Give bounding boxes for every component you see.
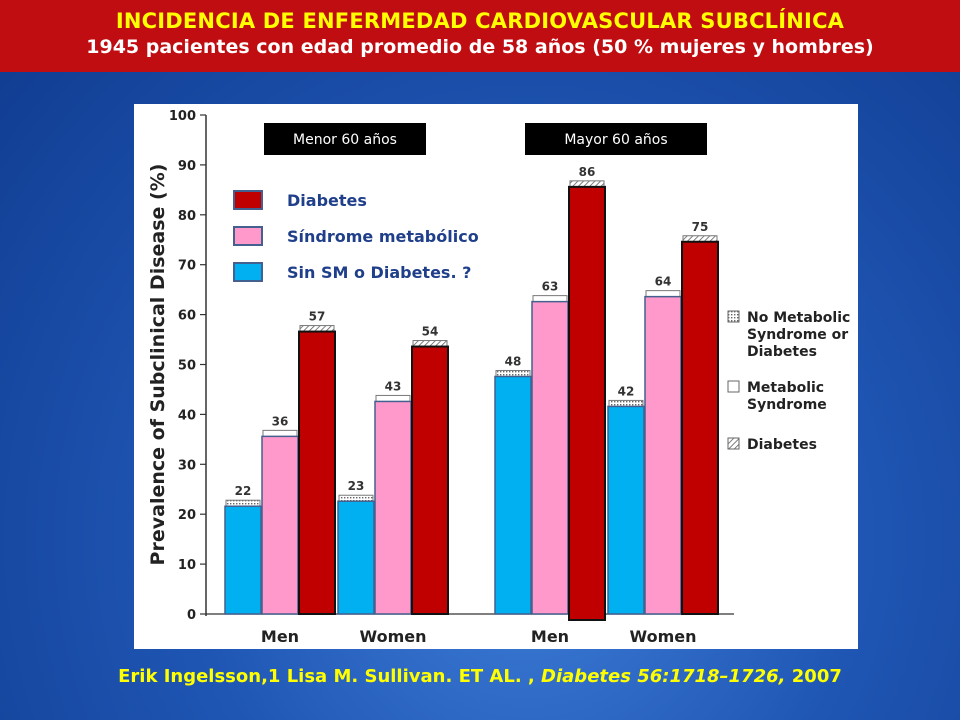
legend-label: Síndrome metabólico xyxy=(287,227,479,246)
title-banner: INCIDENCIA DE ENFERMEDAD CARDIOVASCULAR … xyxy=(0,0,960,72)
citation: Erik Ingelsson,1 Lisa M. Sullivan. ET AL… xyxy=(0,666,960,687)
original-legend-line: Diabetes xyxy=(747,437,817,453)
bar-diabetes xyxy=(568,185,606,622)
y-tick-label: 0 xyxy=(187,608,196,623)
slide-title: INCIDENCIA DE ENFERMEDAD CARDIOVASCULAR … xyxy=(115,9,845,33)
legend-label: Diabetes xyxy=(287,191,367,210)
legend-label: Sin SM o Diabetes. ? xyxy=(287,263,471,282)
original-legend-swatch xyxy=(727,437,740,450)
bar-sin-sm xyxy=(607,405,645,615)
data-label: 42 xyxy=(618,384,635,398)
original-legend-line: Metabolic xyxy=(747,380,824,396)
group-label: Mayor 60 años xyxy=(564,132,667,148)
bar-sin-sm xyxy=(224,505,262,615)
legend-swatch xyxy=(233,262,263,282)
data-label: 63 xyxy=(542,280,559,294)
data-label: 36 xyxy=(272,414,289,428)
original-legend-line: Diabetes xyxy=(747,344,817,360)
bar-sin-sm xyxy=(494,375,532,615)
x-category-label: Women xyxy=(360,627,427,646)
group-label-box xyxy=(525,123,707,155)
y-tick-label: 100 xyxy=(169,109,196,124)
data-label: 86 xyxy=(579,165,596,179)
bar-diabetes xyxy=(681,240,719,615)
data-label: 54 xyxy=(422,325,439,339)
data-label: 57 xyxy=(309,310,326,324)
y-axis-label: Prevalence of Subclinical Disease (%) xyxy=(147,164,169,566)
bar-sindrome-metabolico xyxy=(261,435,299,615)
bar-sindrome-metabolico xyxy=(531,300,569,615)
y-tick-label: 50 xyxy=(178,359,196,374)
bar-chart: 0 10 20 30 40 50 60 70 80 90 100 Prevalence of Subc… xyxy=(147,109,850,646)
citation-authors: Erik Ingelsson,1 Lisa M. Sullivan. ET AL… xyxy=(118,666,535,687)
bar-sin-sm xyxy=(337,500,375,615)
y-tick-label: 40 xyxy=(178,408,196,423)
original-legend-label: Diabetes xyxy=(747,437,817,453)
original-legend-swatch xyxy=(727,380,740,393)
group-label-box xyxy=(264,123,426,155)
data-label: 22 xyxy=(235,484,252,498)
data-label: 48 xyxy=(505,354,522,368)
citation-year: 2007 xyxy=(791,666,842,687)
data-label: 23 xyxy=(348,479,365,493)
original-legend-label: No Metabolic Syndrome or Diabetes xyxy=(747,310,850,360)
x-category-label: Men xyxy=(261,627,299,646)
y-tick-label: 10 xyxy=(178,558,196,573)
y-tick-label: 90 xyxy=(178,159,196,174)
y-tick-label: 20 xyxy=(178,508,196,523)
chart-panel: 0 10 20 30 40 50 60 70 80 90 100 Prevalence of Subc… xyxy=(134,104,858,649)
y-tick-label: 80 xyxy=(178,209,196,224)
data-label: 43 xyxy=(385,379,402,393)
original-legend-line: Syndrome or xyxy=(747,327,848,343)
group-label: Menor 60 años xyxy=(293,132,397,148)
bar-sindrome-metabolico xyxy=(644,295,682,615)
slide-subtitle: 1945 pacientes con edad promedio de 58 a… xyxy=(86,36,874,58)
legend-swatch xyxy=(233,190,263,210)
x-category-label: Men xyxy=(531,627,569,646)
legend-swatch xyxy=(233,226,263,246)
original-legend-line: No Metabolic xyxy=(747,310,850,326)
y-tick-label: 60 xyxy=(178,309,196,324)
y-tick-label: 70 xyxy=(178,259,196,274)
x-category-label: Women xyxy=(630,627,697,646)
data-label: 64 xyxy=(655,275,672,289)
bar-sindrome-metabolico xyxy=(374,400,412,615)
data-label: 75 xyxy=(692,220,709,234)
bar-diabetes xyxy=(411,345,449,615)
original-legend-line: Syndrome xyxy=(747,397,827,413)
citation-journal: Diabetes 56:1718–1726, xyxy=(541,666,786,687)
original-legend-label: Metabolic Syndrome xyxy=(747,380,827,413)
y-tick-label: 30 xyxy=(178,458,196,473)
bar-diabetes xyxy=(298,330,336,615)
original-legend-swatch xyxy=(727,310,740,323)
